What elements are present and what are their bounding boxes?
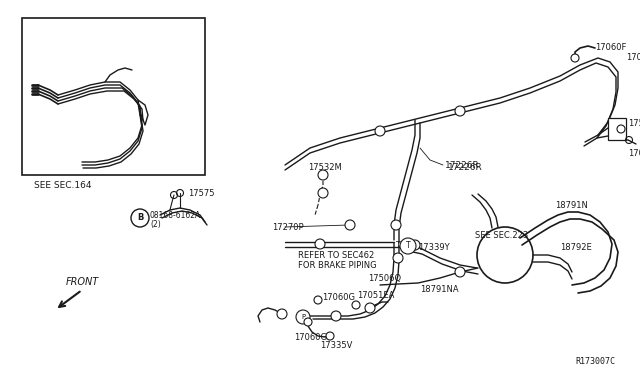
Circle shape	[455, 106, 465, 116]
Text: SEE SEC.164: SEE SEC.164	[35, 180, 92, 189]
Circle shape	[410, 240, 420, 250]
Text: 17532M: 17532M	[308, 164, 342, 173]
Text: (2): (2)	[150, 219, 161, 228]
Text: 17335V: 17335V	[320, 340, 353, 350]
Text: 17506Q: 17506Q	[368, 273, 401, 282]
Text: 18792E: 18792E	[560, 244, 592, 253]
Text: R173007C: R173007C	[575, 357, 615, 366]
Circle shape	[477, 227, 533, 283]
Text: 18791NA: 18791NA	[420, 285, 459, 295]
Circle shape	[365, 303, 375, 313]
Text: B: B	[137, 214, 143, 222]
Circle shape	[393, 253, 403, 263]
Text: P: P	[301, 314, 305, 320]
Circle shape	[318, 188, 328, 198]
Text: 17051EA: 17051EA	[357, 292, 394, 301]
Circle shape	[617, 125, 625, 133]
Text: 17060G: 17060G	[294, 333, 327, 341]
Circle shape	[375, 126, 385, 136]
Circle shape	[315, 239, 325, 249]
Bar	[22, 18, 205, 175]
Text: T: T	[396, 241, 401, 250]
Text: FRONT: FRONT	[65, 277, 99, 287]
Text: 08168-6162A: 08168-6162A	[150, 211, 201, 219]
Circle shape	[391, 220, 401, 230]
Circle shape	[314, 296, 322, 304]
Circle shape	[131, 209, 149, 227]
Text: 17270P: 17270P	[272, 222, 303, 231]
Circle shape	[331, 311, 341, 321]
Text: 17060G: 17060G	[322, 294, 355, 302]
Circle shape	[304, 318, 312, 326]
Text: FOR BRAKE PIPING: FOR BRAKE PIPING	[298, 260, 376, 269]
Circle shape	[318, 170, 328, 180]
Circle shape	[277, 309, 287, 319]
Text: 17339Y: 17339Y	[418, 244, 450, 253]
Text: 17575: 17575	[188, 189, 214, 199]
Text: 17226R: 17226R	[445, 160, 480, 170]
Text: 18791N: 18791N	[555, 201, 588, 209]
Text: SEE SEC.223: SEE SEC.223	[475, 231, 528, 240]
Text: 17506A: 17506A	[628, 119, 640, 128]
Text: 17226R: 17226R	[448, 164, 483, 173]
Circle shape	[296, 310, 310, 324]
Circle shape	[345, 220, 355, 230]
Circle shape	[571, 54, 579, 62]
Text: 17051E: 17051E	[628, 148, 640, 157]
Circle shape	[326, 332, 334, 340]
Text: 17060F: 17060F	[626, 54, 640, 62]
Circle shape	[455, 267, 465, 277]
Text: REFER TO SEC462: REFER TO SEC462	[298, 250, 374, 260]
Bar	[608, 118, 626, 140]
Text: T: T	[406, 241, 410, 250]
Circle shape	[400, 238, 416, 254]
Text: 17060F: 17060F	[595, 44, 627, 52]
